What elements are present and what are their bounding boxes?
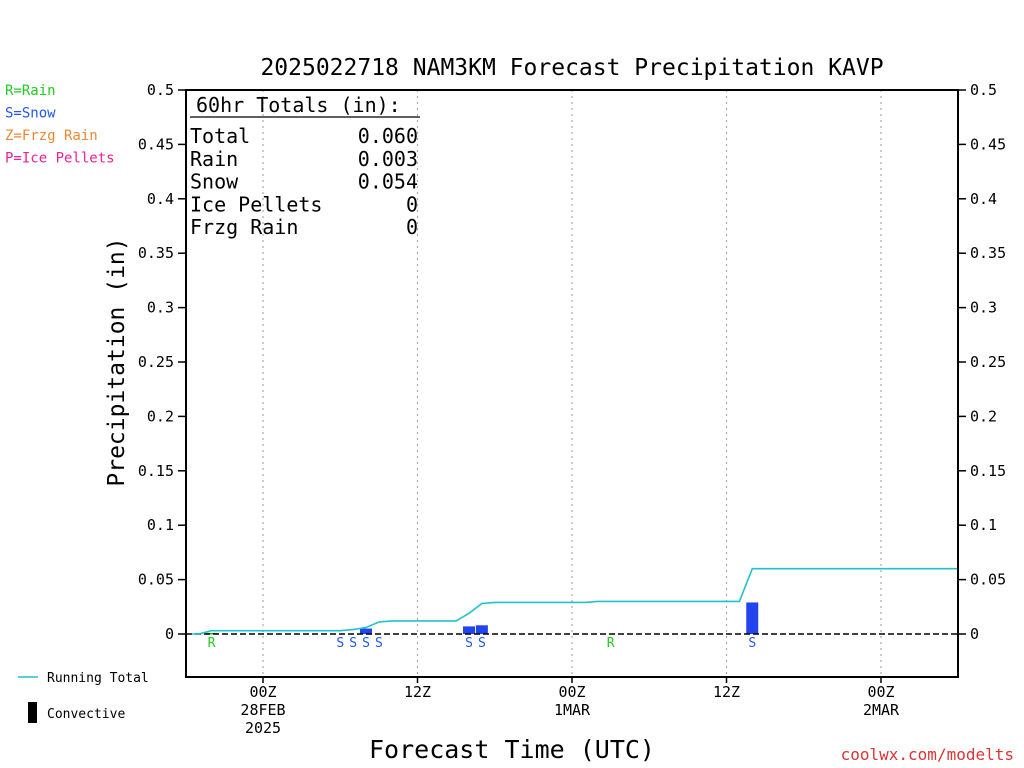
precip-type-marker: S [362,636,370,651]
precip-legend-entry: P=Ice Pellets [5,151,115,167]
precip-type-marker: S [465,636,473,651]
y-tick-label: 0.1 [147,516,174,534]
y-axis-right: 0 0.05 0.1 0.15 0.2 0.25 0.3 0.35 0.4 0.45 0.5 [958,81,1006,643]
totals-row-value: 0 [406,192,418,216]
y-tick-label-right: 0.15 [970,462,1006,480]
x-tick-label: 28FEB [240,701,285,719]
convective-legend-swatch [28,702,37,723]
precip-type-legend: R=Rain S=Snow Z=Frzg Rain P=Ice Pellets [5,83,115,167]
precip-type-marker: S [748,636,756,651]
y-tick-label-right: 0.25 [970,353,1006,371]
x-tick-label: 1MAR [554,701,591,719]
precip-legend-entry: S=Snow [5,106,56,122]
totals-row-label: Rain [190,147,238,171]
x-tick-label: 00Z [558,683,585,701]
precip-bar [205,632,218,635]
y-tick-label: 0.3 [147,299,174,317]
y-axis-label: Precipitation (in) [104,237,130,486]
y-tick-label-right: 0 [970,625,979,643]
y-tick-label: 0.35 [138,244,174,262]
totals-row-value: 0.060 [358,124,418,148]
precip-bars [205,602,759,635]
vertical-grid [262,90,882,677]
y-tick-label: 0.4 [147,190,174,208]
x-tick-label: 00Z [249,683,276,701]
precip-type-marker: R [208,636,216,651]
y-tick-label-right: 0.3 [970,299,997,317]
totals-row-value: 0 [406,215,418,239]
precip-type-marker: S [478,636,486,651]
precip-type-marker: R [607,636,615,651]
y-tick-label-right: 0.4 [970,190,997,208]
y-tick-label: 0.45 [138,135,174,153]
series-legend: Running Total Convective [18,671,149,723]
y-tick-label-right: 0.05 [970,571,1006,589]
chart-title: 2025022718 NAM3KM Forecast Precipitation… [260,55,883,81]
precip-type-marker: S [349,636,357,651]
running-total-line [192,567,959,635]
convective-legend-label: Convective [47,707,125,722]
totals-row-value: 0.003 [358,147,418,171]
running-total-legend-label: Running Total [47,671,149,686]
y-axis-left: 0 0.05 0.1 0.15 0.2 0.25 0.3 0.35 0.4 0.45 0.5 [138,81,186,643]
x-tick-label: 12Z [713,683,740,701]
y-tick-label: 0.25 [138,353,174,371]
precip-legend-entry: R=Rain [5,83,56,99]
y-tick-label-right: 0.1 [970,516,997,534]
precip-type-marker: S [336,636,344,651]
y-tick-label-right: 0.5 [970,81,997,99]
totals-row-label: Frzg Rain [190,215,298,239]
y-tick-label: 0 [165,625,174,643]
y-tick-label-right: 0.45 [970,135,1006,153]
totals-box: 60hr Totals (in): Total 0.060 Rain 0.003 Snow… [190,93,420,239]
precip-type-marker: S [375,636,383,651]
totals-row-label: Snow [190,170,239,194]
totals-row-label: Ice Pellets [190,192,322,216]
y-tick-label: 0.15 [138,462,174,480]
totals-row-value: 0.054 [358,170,418,194]
x-tick-label: 2025 [245,719,281,737]
precip-bar [360,628,372,634]
y-tick-label: 0.5 [147,81,174,99]
totals-header: 60hr Totals (in): [196,93,401,117]
x-tick-label: 00Z [867,683,894,701]
y-tick-label-right: 0.2 [970,407,997,425]
precip-bar [475,625,488,634]
x-tick-label: 12Z [404,683,431,701]
precip-bar [746,602,759,634]
y-tick-label-right: 0.35 [970,244,1006,262]
credit-text: coolwx.com/modelts [841,745,1014,764]
y-tick-label: 0.05 [138,571,174,589]
precip-legend-entry: Z=Frzg Rain [5,128,98,144]
totals-row-label: Total [190,124,250,148]
x-tick-label: 2MAR [863,701,900,719]
precip-bar [463,626,475,634]
y-tick-label: 0.2 [147,407,174,425]
x-axis-label: Forecast Time (UTC) [369,735,655,764]
